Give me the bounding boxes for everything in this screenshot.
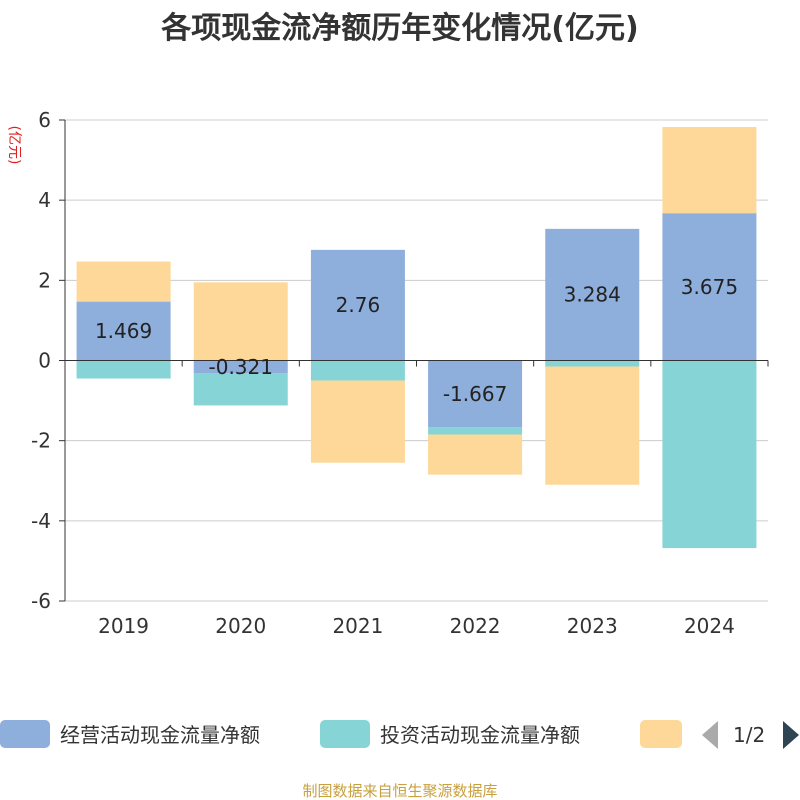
legend-page-indicator: 1/2 [733, 723, 765, 747]
bars [76, 127, 757, 549]
bar-data-label: -1.667 [443, 382, 507, 406]
bar-data-label: 2.76 [336, 293, 381, 317]
legend-item-financing[interactable] [640, 720, 682, 748]
bar-segment[interactable] [545, 366, 640, 485]
bar-segment[interactable] [662, 213, 757, 361]
legend-next-button[interactable] [783, 721, 799, 749]
bar-segment[interactable] [310, 249, 405, 361]
bar-segment[interactable] [310, 380, 405, 463]
legend: 经营活动现金流量净额 投资活动现金流量净额 1/2 [0, 720, 799, 749]
bar-segment[interactable] [662, 127, 757, 214]
x-tick-label: 2019 [98, 614, 149, 638]
bar-segment[interactable] [545, 228, 640, 361]
y-tick-label: 2 [38, 268, 51, 292]
bar-segment[interactable] [76, 360, 171, 379]
y-tick-label: 6 [38, 108, 51, 132]
legend-swatch-financing [640, 720, 682, 748]
chart-title: 各项现金流净额历年变化情况(亿元) [160, 11, 638, 46]
x-tick-label: 2022 [450, 614, 501, 638]
legend-prev-button[interactable] [702, 721, 718, 749]
legend-item-operating[interactable]: 经营活动现金流量净额 [0, 720, 260, 748]
legend-item-investing[interactable]: 投资活动现金流量净额 [320, 720, 580, 748]
x-tick-label: 2024 [684, 614, 735, 638]
bar-segment[interactable] [428, 434, 523, 475]
y-unit-label: (亿元) [6, 126, 22, 165]
bar-segment[interactable] [193, 360, 288, 374]
bar-segment[interactable] [76, 261, 171, 302]
bar-data-label: 1.469 [95, 319, 152, 343]
bar-segment[interactable] [76, 301, 171, 361]
source-note: 制图数据来自恒生聚源数据库 [302, 782, 497, 800]
x-tick-label: 2021 [332, 614, 383, 638]
triangle-left-icon [702, 721, 718, 749]
y-tick-label: 0 [38, 349, 51, 373]
data-labels: 1.469 -0.321 2.76 -1.667 3.284 3.675 [95, 275, 738, 406]
bar-data-label: 3.284 [564, 283, 621, 307]
legend-label-investing: 投资活动现金流量净额 [380, 723, 580, 747]
x-tick-label: 2023 [567, 614, 618, 638]
y-tick-label: -4 [31, 509, 51, 533]
y-tick-label: -2 [31, 429, 51, 453]
legend-swatch-investing [320, 720, 370, 748]
axes: 6 4 2 0 -2 -4 -6 2019 2020 2021 2022 2023 2024 [31, 108, 769, 638]
legend-label-operating: 经营活动现金流量净额 [60, 723, 260, 747]
bar-segment[interactable] [545, 360, 640, 367]
x-tick-label: 2020 [215, 614, 266, 638]
bar-segment[interactable] [193, 373, 288, 406]
y-tick-label: 4 [38, 188, 51, 212]
legend-swatch-operating [0, 720, 50, 748]
bar-segment[interactable] [428, 427, 523, 435]
y-tick-label: -6 [31, 589, 51, 613]
bar-segment[interactable] [310, 360, 405, 381]
triangle-right-icon [783, 721, 799, 749]
bar-segment[interactable] [428, 360, 523, 428]
bar-data-label: 3.675 [681, 275, 738, 299]
bar-data-label: -0.321 [209, 355, 273, 379]
grid [65, 119, 768, 602]
bar-segment[interactable] [662, 360, 757, 549]
bar-segment[interactable] [193, 282, 288, 361]
